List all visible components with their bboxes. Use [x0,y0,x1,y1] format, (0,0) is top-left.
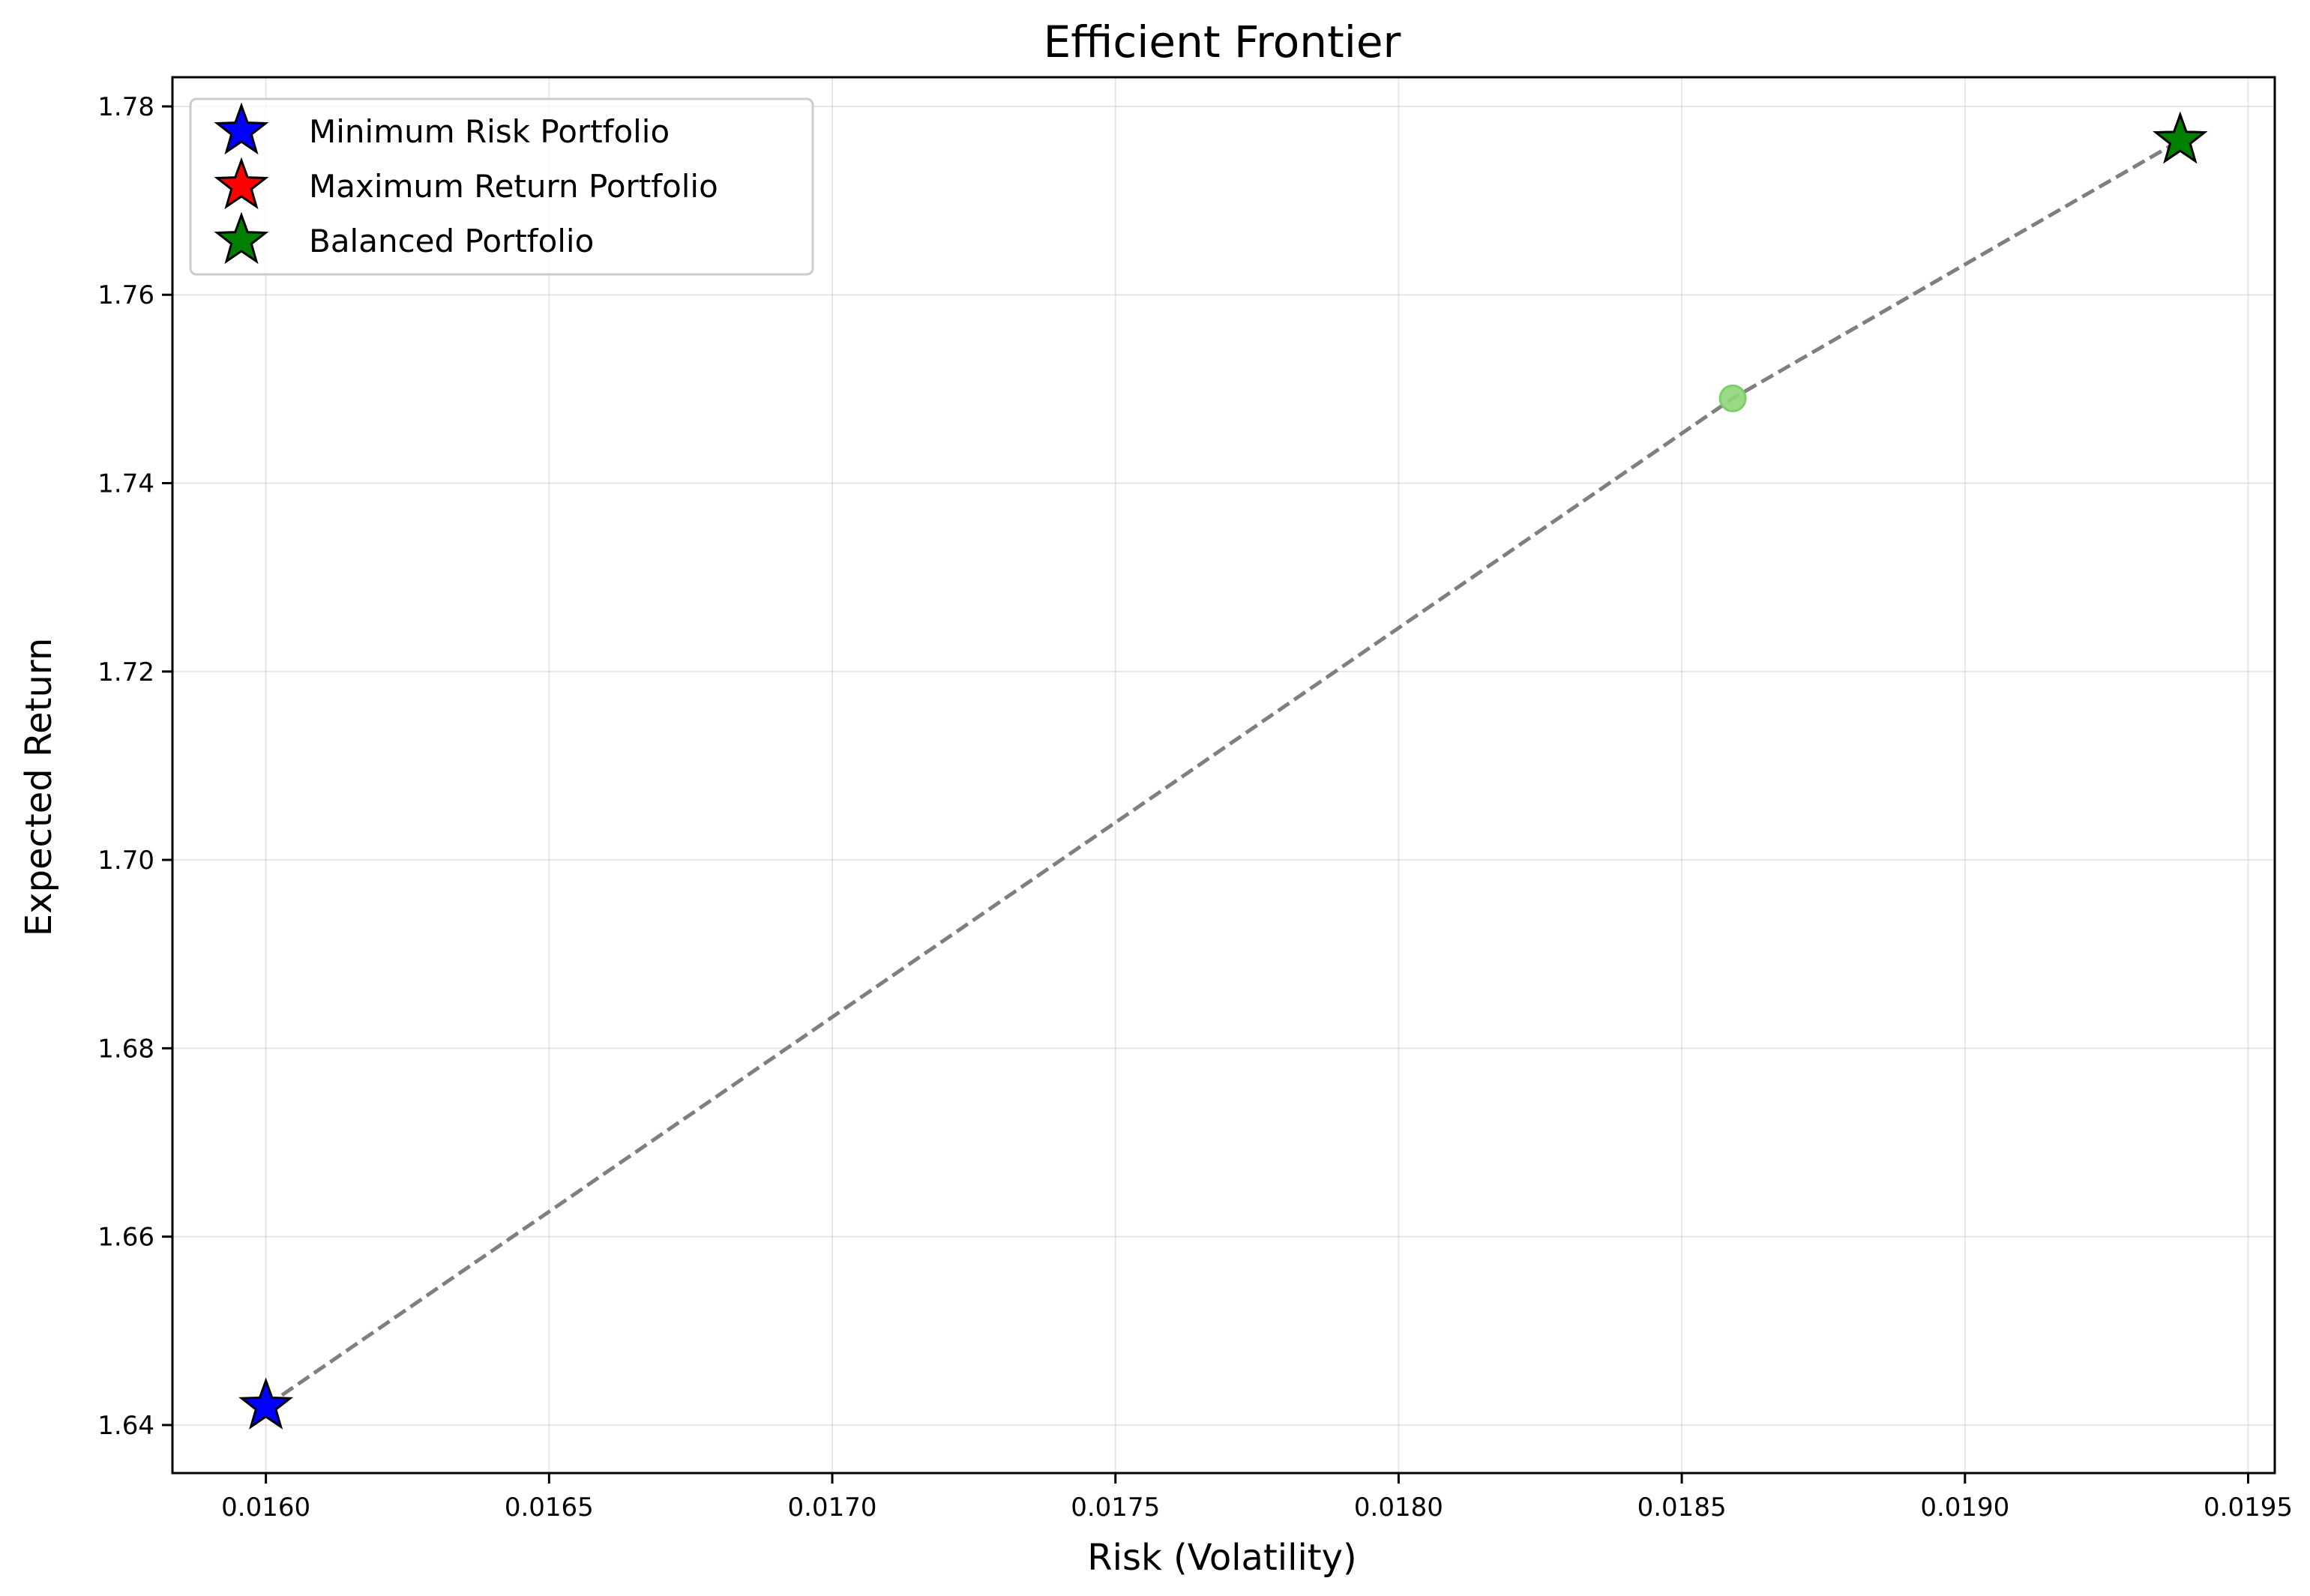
y-tick-label: 1.74 [97,469,154,499]
x-tick-label: 0.0190 [1920,1493,2009,1523]
balanced-portfolio-marker [2153,111,2208,164]
legend-balanced-portfolio-icon [214,211,269,265]
y-tick-label: 1.72 [97,657,154,687]
x-tick-label: 0.0170 [788,1493,877,1523]
x-tick-label: 0.0165 [505,1493,594,1523]
legend: Minimum Risk Portfolio Maximum Return Por… [189,97,814,276]
legend-maximum-return-portfolio-icon [214,157,269,210]
frontier-point [1718,384,1747,412]
plot-frame [171,76,2276,1475]
x-tick-label: 0.0185 [1637,1493,1727,1523]
legend-minimum-risk-portfolio-icon [214,102,269,155]
frontier-point-layer [1718,384,1747,412]
y-tick-label: 1.70 [97,846,154,876]
x-tick-label: 0.0160 [221,1493,310,1523]
portfolio-marker-layer [238,111,2208,1430]
legend-maximum-return-portfolio-label: Maximum Return Portfolio [309,168,718,205]
y-axis-label: Expected Return [18,638,60,936]
y-tick-label: 1.64 [97,1411,154,1441]
legend-minimum-risk-portfolio-label: Minimum Risk Portfolio [309,113,670,150]
legend-box [189,97,814,276]
x-axis-label: Risk (Volatility) [1087,1537,1356,1579]
legend-balanced-portfolio-label: Balanced Portfolio [309,223,594,259]
y-tick-label: 1.68 [97,1034,154,1064]
y-tick-label: 1.66 [97,1223,154,1253]
y-tick-label: 1.76 [97,280,154,310]
y-tick-label: 1.78 [97,92,154,122]
x-tick-label: 0.0175 [1071,1493,1160,1523]
minimum-risk-portfolio-marker [238,1377,294,1430]
x-tick-label: 0.0180 [1354,1493,1443,1523]
axis-ticks: 0.0160 0.0165 0.0170 0.0175 0.0180 0.0185 0.01… [97,92,2293,1523]
chart-title: Efficient Frontier [1044,16,1401,67]
grid [172,77,2275,1473]
x-tick-label: 0.0195 [2204,1493,2293,1523]
